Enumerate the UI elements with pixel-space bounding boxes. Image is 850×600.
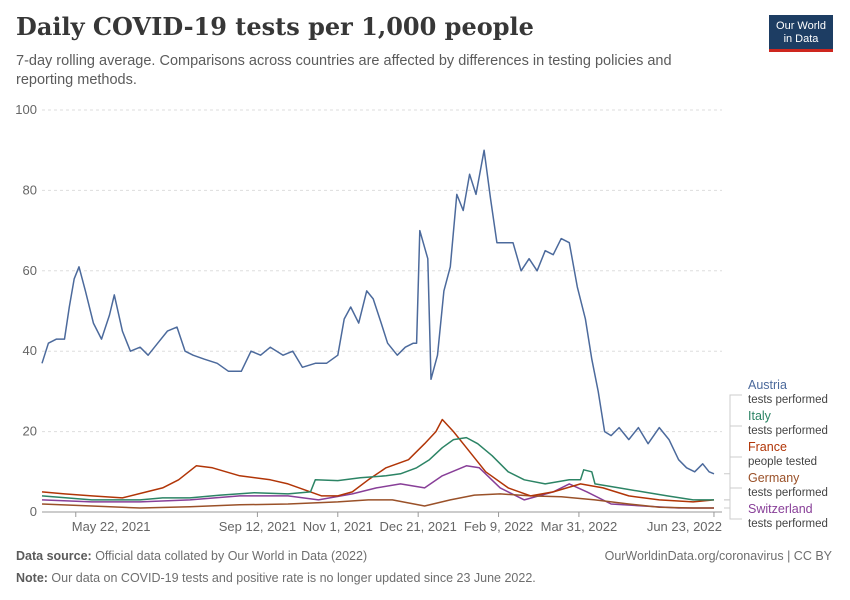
legend-sublabel: tests performed — [748, 487, 828, 499]
series-line-italy — [41, 436, 714, 501]
line-chart: 0 20 40 60 80 100 May 22, 2021 Sep 12, 2021 Nov… — [15, 102, 828, 534]
legend-sublabel: tests performed — [748, 394, 828, 406]
chart-subtitle: 7-day rolling average. Comparisons acros… — [16, 53, 672, 88]
source-footer: Data source: Official data collated by O… — [16, 549, 367, 563]
note-label: Note: — [16, 571, 48, 585]
legend-sublabel: tests performed — [748, 425, 828, 437]
series-line-switzerland — [41, 465, 714, 509]
legend-connector — [724, 507, 742, 520]
y-tick-label: 80 — [23, 182, 37, 197]
source-label: Data source: — [16, 549, 92, 563]
y-tick-label: 20 — [23, 424, 37, 439]
url-license[interactable]: OurWorldinData.org/coronavirus | CC BY — [604, 549, 832, 563]
legend-connector — [724, 487, 742, 509]
legend-name-austria: Austria — [748, 378, 787, 392]
series-legend: Austria tests performed Italy tests perform… — [724, 378, 828, 530]
series-line-france — [41, 418, 715, 503]
note-text: Our data on COVID-19 tests and positive … — [47, 571, 536, 585]
legend-connector — [724, 425, 742, 501]
y-tick-label: 60 — [23, 263, 37, 278]
y-axis-ticks: 0 20 40 60 80 100 — [15, 102, 37, 519]
logo-line1: Our World — [776, 20, 826, 32]
chart-title: Daily COVID-19 tests per 1,000 people — [16, 12, 534, 41]
legend-connector — [724, 394, 742, 475]
legend-name-germany: Germany — [748, 471, 800, 485]
owid-logo[interactable]: Our World in Data — [769, 15, 833, 52]
legend-sublabel: tests performed — [748, 518, 828, 530]
chart-grid — [42, 109, 722, 513]
x-tick-label: Sep 12, 2021 — [219, 519, 296, 534]
y-tick-label: 100 — [15, 102, 37, 117]
series-lines — [41, 149, 715, 509]
series-line-germany — [41, 493, 714, 509]
x-tick-label: Jun 23, 2022 — [647, 519, 722, 534]
logo-line2: in Data — [783, 32, 819, 45]
legend-name-switzerland: Switzerland — [748, 502, 813, 516]
note-footer: Note: Our data on COVID-19 tests and pos… — [16, 571, 536, 585]
x-tick-label: Dec 21, 2021 — [379, 519, 456, 534]
x-tick-label: Nov 1, 2021 — [303, 519, 373, 534]
y-tick-label: 40 — [23, 343, 37, 358]
x-axis-ticks: May 22, 2021 Sep 12, 2021 Nov 1, 2021 Dec 2… — [72, 512, 722, 534]
legend-name-france: France — [748, 440, 787, 454]
series-line-austria — [41, 149, 715, 475]
x-tick-label: Feb 9, 2022 — [464, 519, 533, 534]
legend-connector — [724, 456, 742, 501]
legend-name-italy: Italy — [748, 409, 772, 423]
x-tick-label: May 22, 2021 — [72, 519, 151, 534]
source-text: Official data collated by Our World in D… — [91, 549, 368, 563]
y-tick-label: 0 — [30, 504, 37, 519]
legend-sublabel: people tested — [748, 456, 817, 468]
x-tick-label: Mar 31, 2022 — [541, 519, 618, 534]
